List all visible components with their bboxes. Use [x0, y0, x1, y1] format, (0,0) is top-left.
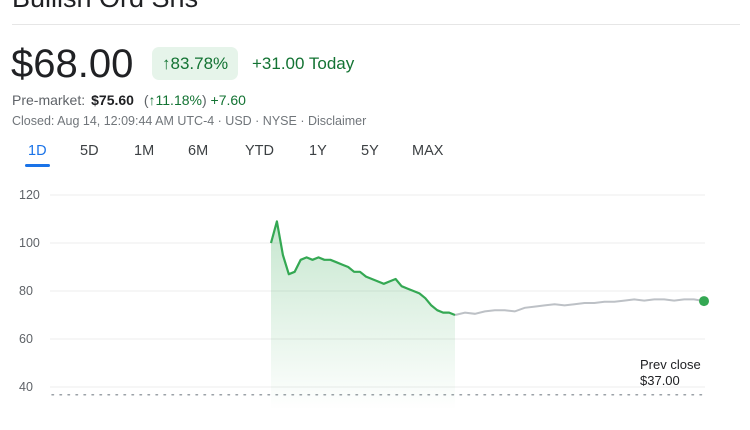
premarket-change-percent: 11.18% [155, 92, 202, 108]
prev-close-value: $37.00 [640, 373, 680, 388]
tab-1m[interactable]: 1M [134, 143, 155, 159]
tab-1y[interactable]: 1Y [309, 143, 327, 159]
after-hours-line [454, 298, 705, 316]
y-tick-label: 40 [19, 380, 33, 394]
tab-1d[interactable]: 1D [25, 143, 50, 167]
tab-5d[interactable]: 5D [80, 143, 99, 159]
y-tick-label: 100 [19, 236, 40, 250]
current-price: $68.00 [11, 42, 134, 86]
tab-6m[interactable]: 6M [188, 143, 209, 159]
arrow-up-icon: ↑ [162, 54, 171, 73]
prev-close-text: Prev close [640, 357, 701, 372]
tab-ytd[interactable]: YTD [245, 143, 274, 159]
stock-title: Bullish Ord Shs [12, 0, 198, 14]
y-tick-label: 120 [19, 188, 40, 202]
arrow-up-icon: ↑ [148, 92, 156, 108]
change-percent-badge: ↑83.78% [152, 47, 239, 80]
tab-max[interactable]: MAX [412, 143, 444, 159]
current-price-dot [699, 296, 709, 307]
premarket-change: +7.60 [210, 92, 246, 108]
premarket-label: Pre-market: [12, 92, 86, 108]
premarket-price: $75.60 [91, 92, 134, 108]
premarket-info: Pre-market: $75.60 (↑11.18%) +7.60 [12, 92, 246, 108]
session-area [271, 221, 455, 410]
change-today: +31.00 Today [252, 54, 355, 73]
divider [12, 24, 740, 25]
tab-5y[interactable]: 5Y [361, 143, 379, 159]
prev-close-label: Prev close $37.00 [640, 357, 701, 389]
y-tick-label: 60 [19, 332, 33, 346]
y-tick-label: 80 [19, 284, 33, 298]
session-price-line [269, 220, 456, 317]
market-status: Closed: Aug 14, 12:09:44 AM UTC-4 · USD … [12, 114, 367, 128]
